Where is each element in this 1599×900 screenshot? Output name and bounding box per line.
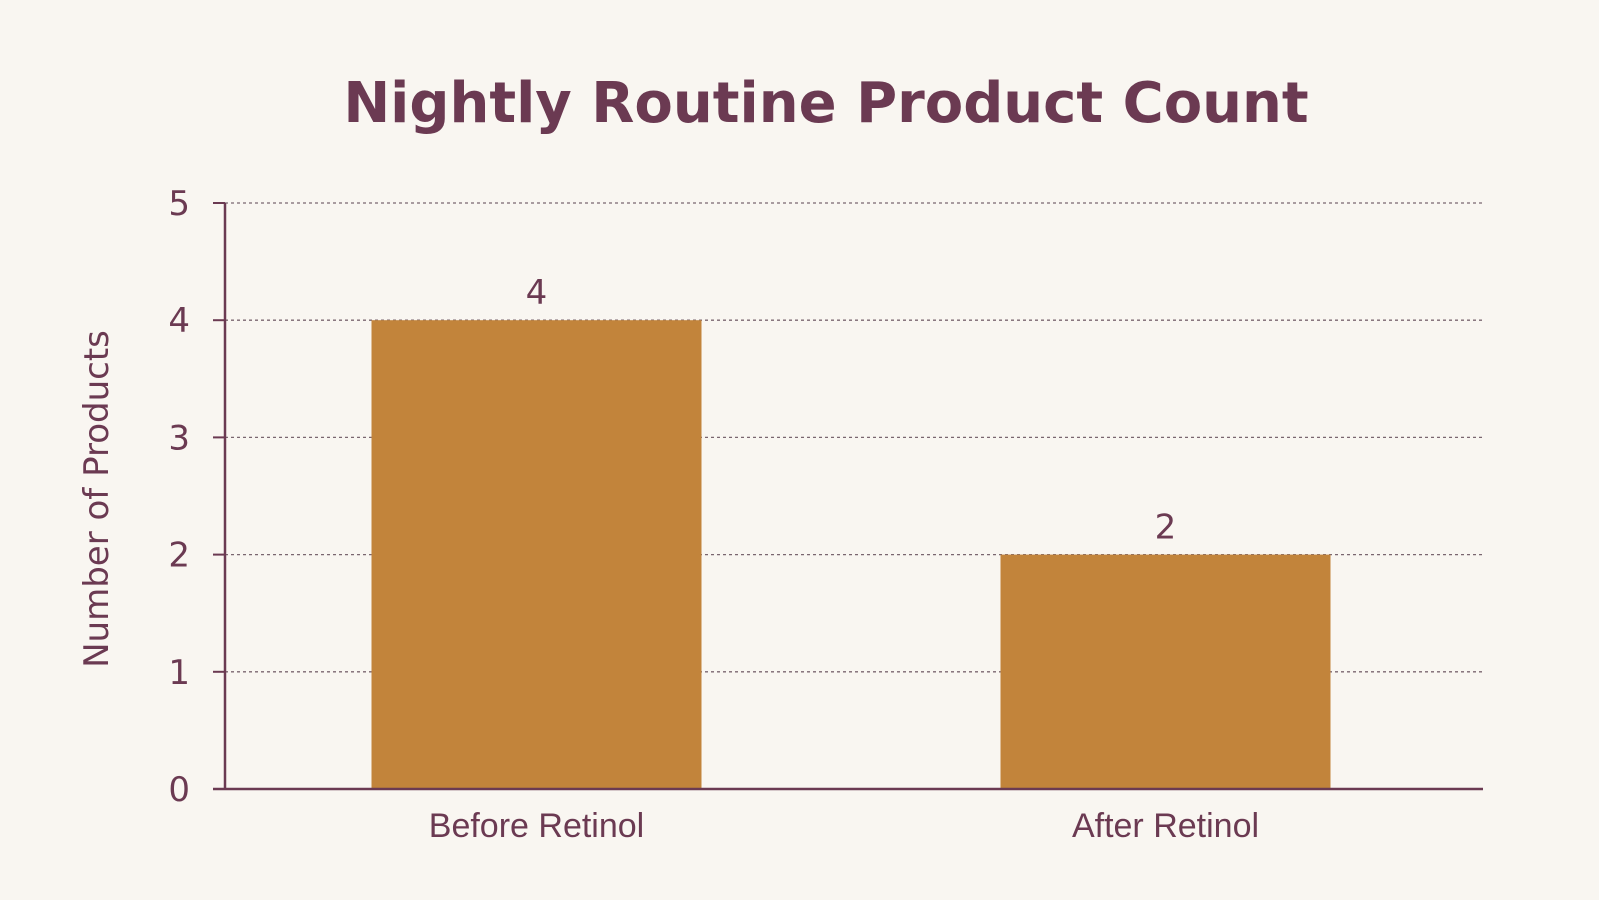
axes xyxy=(213,202,1483,791)
x-tick-label: After Retinol xyxy=(1072,807,1259,845)
y-tick-label: 0 xyxy=(168,770,190,810)
y-tick-label: 4 xyxy=(168,301,190,341)
y-tick-label: 5 xyxy=(168,184,190,224)
bar-value-label: 2 xyxy=(1155,508,1177,548)
bars xyxy=(371,320,1331,789)
labels: 0 1 2 3 4 5 4 Before Retinol 2 After Retinol xyxy=(168,184,1259,845)
y-axis-label: Number of Products xyxy=(77,330,117,668)
y-tick-label: 3 xyxy=(168,418,190,458)
x-tick-label: Before Retinol xyxy=(429,807,644,845)
bar-value-label: 4 xyxy=(526,273,548,313)
chart-title: Nightly Routine Product Count xyxy=(343,71,1308,136)
bar xyxy=(1000,554,1331,789)
y-tick-label: 1 xyxy=(168,653,190,693)
bar xyxy=(371,320,702,789)
y-tick-label: 2 xyxy=(168,536,190,576)
